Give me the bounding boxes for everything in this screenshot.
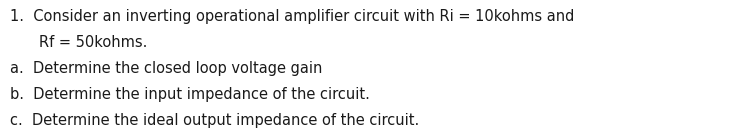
Text: a.  Determine the closed loop voltage gain: a. Determine the closed loop voltage gai… [10,61,322,76]
Text: c.  Determine the ideal output impedance of the circuit.: c. Determine the ideal output impedance … [10,113,419,128]
Text: Rf = 50kohms.: Rf = 50kohms. [39,35,147,50]
Text: 1.  Consider an inverting operational amplifier circuit with Ri = 10kohms and: 1. Consider an inverting operational amp… [10,9,575,24]
Text: b.  Determine the input impedance of the circuit.: b. Determine the input impedance of the … [10,87,370,102]
